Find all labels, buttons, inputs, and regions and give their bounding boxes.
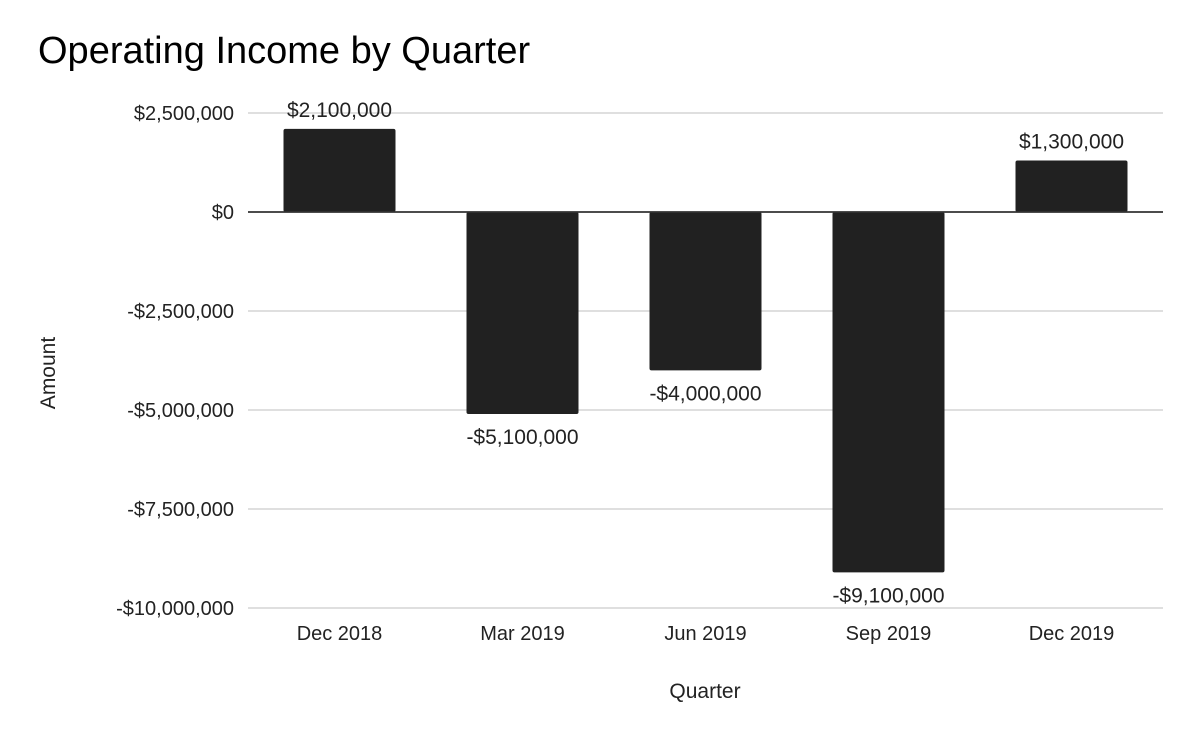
x-tick-label: Sep 2019	[846, 623, 932, 645]
x-tick-label: Jun 2019	[664, 623, 746, 645]
x-axis-title: Quarter	[669, 680, 740, 703]
chart-title: Operating Income by Quarter	[38, 30, 531, 72]
data-labels: $2,100,000 -$5,100,000 -$4,000,000 -$9,100,…	[287, 99, 1124, 608]
y-tick-label: -$10,000,000	[116, 598, 234, 620]
bar	[1015, 160, 1128, 212]
x-tick-label: Mar 2019	[480, 623, 565, 645]
y-tick-label: -$2,500,000	[127, 301, 234, 323]
data-label: $1,300,000	[1019, 131, 1124, 154]
x-tick-labels: Dec 2018 Mar 2019 Jun 2019 Sep 2019 Dec 2019	[297, 623, 1115, 645]
y-tick-label: -$7,500,000	[127, 499, 234, 521]
bar	[832, 212, 945, 573]
y-tick-label: $2,500,000	[134, 103, 234, 125]
x-tick-label: Dec 2019	[1029, 623, 1115, 645]
data-label: -$4,000,000	[649, 382, 761, 405]
bar	[649, 212, 762, 371]
data-label: -$9,100,000	[832, 584, 944, 607]
bar	[283, 128, 396, 212]
y-tick-labels: $2,500,000 $0 -$2,500,000 -$5,000,000 -$7,50…	[116, 103, 234, 620]
bars	[283, 128, 1128, 573]
x-tick-label: Dec 2018	[297, 623, 383, 645]
data-label: -$5,100,000	[466, 426, 578, 449]
data-label: $2,100,000	[287, 99, 392, 122]
y-axis-title: Amount	[37, 337, 60, 410]
y-tick-label: -$5,000,000	[127, 400, 234, 422]
bar	[466, 212, 579, 414]
y-tick-label: $0	[212, 202, 234, 224]
